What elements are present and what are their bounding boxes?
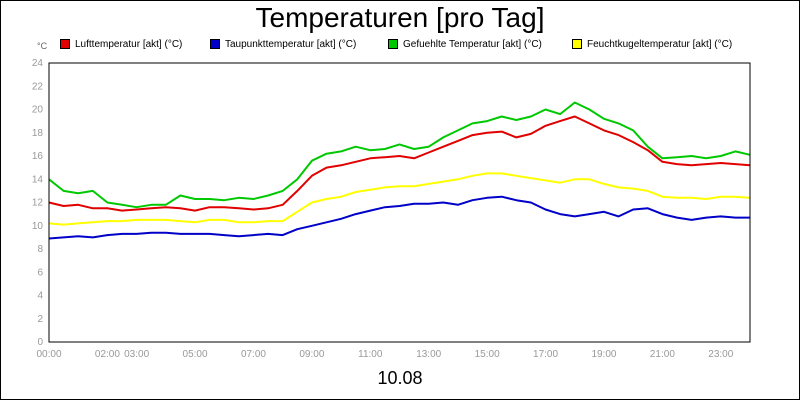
x-tick-label: 21:00 (650, 349, 675, 360)
legend-swatch-taupunkttemperatur (210, 39, 220, 49)
axes (48, 62, 751, 343)
legend-swatch-feuchtkugeltemperatur (572, 39, 582, 49)
y-tick-label: 6 (37, 267, 43, 278)
line-gefuehlte-temperatur (48, 101, 751, 209)
series-lines (48, 62, 751, 343)
plot-border (48, 62, 751, 343)
y-tick-label: 12 (32, 198, 44, 209)
legend-label-lufttemperatur: Lufttemperatur [akt] (°C) (75, 38, 183, 50)
x-tick-label: 03:00 (124, 349, 149, 360)
legend-label-feuchtkugeltemperatur: Feuchtkugeltemperatur [akt] (°C) (587, 38, 733, 50)
x-tick-label: 07:00 (241, 349, 266, 360)
y-tick-label: 18 (32, 128, 44, 139)
line-taupunkttemperatur (48, 195, 750, 240)
chart-title: Temperaturen [pro Tag] (255, 2, 545, 33)
legend-swatch-lufttemperatur (60, 39, 70, 49)
plot-area (48, 62, 751, 343)
y-unit-label: °C (37, 41, 48, 51)
y-tick-label: 16 (32, 151, 44, 162)
x-tick-label: 09:00 (299, 349, 324, 360)
y-tick-label: 22 (32, 81, 44, 92)
y-tick-label: 8 (37, 244, 43, 255)
line-feuchtkugeltemperatur (48, 172, 751, 226)
x-axis-date-label: 10.08 (377, 368, 423, 388)
y-tick-label: 4 (37, 291, 43, 302)
legend-item-taupunkttemperatur: Taupunkttemperatur [akt] (°C) (210, 37, 356, 51)
x-tick-label: 13:00 (416, 349, 441, 360)
x-tick-label: 05:00 (183, 349, 208, 360)
legend-label-gefuehlte-temperatur: Gefuehlte Temperatur [akt] (°C) (403, 38, 542, 50)
x-tick-label: 02:00 (95, 349, 120, 360)
legend-item-feuchtkugeltemperatur: Feuchtkugeltemperatur [akt] (°C) (572, 37, 732, 51)
legend-label-taupunkttemperatur: Taupunkttemperatur [akt] (°C) (225, 38, 357, 50)
x-tick-label: 19:00 (591, 349, 616, 360)
legend-item-lufttemperatur: Lufttemperatur [akt] (°C) (60, 37, 182, 51)
x-tick-label: 11:00 (358, 349, 383, 360)
y-tick-label: 24 (32, 58, 44, 69)
x-tick-label: 15:00 (475, 349, 500, 360)
legend-swatch-gefuehlte-temperatur (388, 39, 398, 49)
line-lufttemperatur (48, 115, 751, 212)
y-tick-label: 10 (32, 221, 44, 232)
y-tick-label: 14 (32, 174, 44, 185)
x-tick-label: 23:00 (708, 349, 733, 360)
y-tick-label: 2 (37, 314, 43, 325)
y-tick-label: 20 (32, 105, 44, 116)
y-tick-label: 0 (37, 337, 43, 348)
x-tick-label: 17:00 (533, 349, 558, 360)
x-tick-labels: 00:00 02:00 03:00 05:00 07:00 09:00 11:00 13:00… (36, 349, 733, 360)
x-tick-label: 00:00 (36, 349, 61, 360)
legend-item-gefuehlte-temperatur: Gefuehlte Temperatur [akt] (°C) (388, 37, 542, 51)
